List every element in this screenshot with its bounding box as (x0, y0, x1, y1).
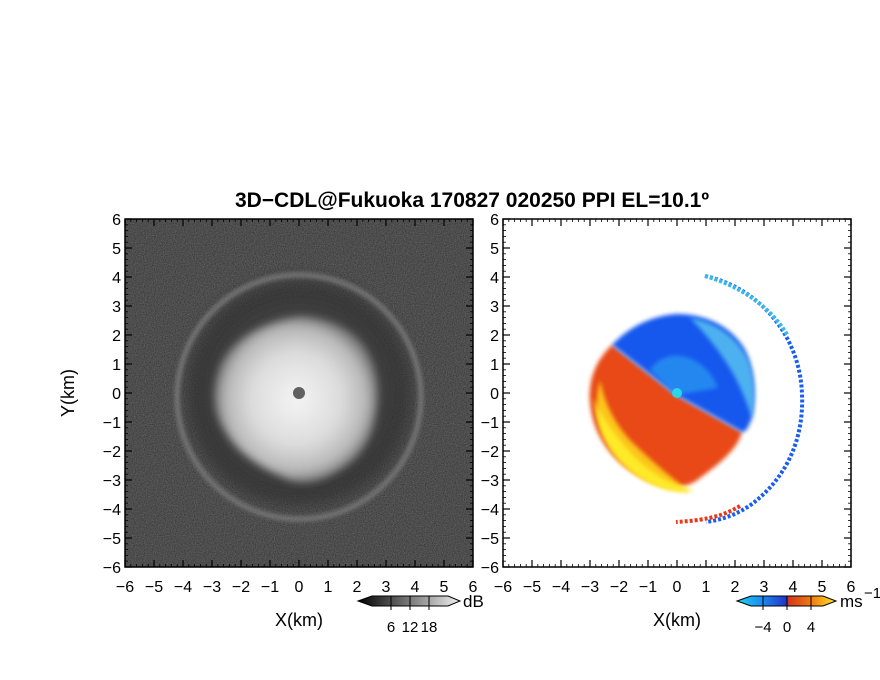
right-y-tick-label: 5 (490, 241, 499, 258)
right-x-tick-label: −5 (523, 579, 541, 596)
right-y-tick-label: 2 (490, 328, 499, 345)
left-colorbar-tick-label: 12 (402, 619, 419, 636)
right-y-tick-label: −6 (481, 560, 499, 577)
right-colorbar-tick-label: 4 (807, 619, 815, 636)
left-y-tick-label: −1 (103, 415, 121, 432)
left-y-tick-label: 3 (112, 299, 121, 316)
left-ylabel: Y(km) (58, 369, 78, 417)
left-y-tick-label: 1 (112, 357, 121, 374)
left-x-tick-label: 4 (411, 579, 420, 596)
right-colorbar-tick-label: −4 (754, 619, 771, 636)
left-colorbar: 6 12 18 dB (356, 592, 484, 636)
right-y-tick-label: −1 (481, 415, 499, 432)
right-y-tick-label: 6 (490, 212, 499, 229)
right-y-tick-label: 1 (490, 357, 499, 374)
right-x-tick-label: −2 (610, 579, 628, 596)
right-y-tick-label: 4 (490, 270, 499, 287)
left-x-tick-label: −5 (145, 579, 163, 596)
left-x-tick-label: −3 (203, 579, 221, 596)
left-y-tick-label: 0 (112, 386, 121, 403)
left-colorbar-tick-label: 6 (387, 619, 395, 636)
chart-title: 3D−CDL@Fukuoka 170827 020250 PPI EL=10.1… (235, 189, 709, 212)
left-radar-center (293, 387, 305, 399)
left-x-tick-label: −6 (116, 579, 134, 596)
right-colorbar-ticks: −4 0 4 (754, 596, 815, 636)
left-x-tick-label: 5 (440, 579, 449, 596)
left-y-tick-label: 5 (112, 241, 121, 258)
right-x-tick-label: 5 (818, 579, 827, 596)
velocity-approaching-edge (690, 318, 755, 418)
left-xlabel: X(km) (275, 610, 323, 630)
right-x-tick-label: 1 (702, 579, 711, 596)
left-y-tick-label: 4 (112, 270, 121, 287)
left-y-tick-label: −4 (103, 502, 121, 519)
right-colorbar-tick-label: 0 (783, 619, 791, 636)
right-y-tick-label: 3 (490, 299, 499, 316)
right-panel: −6 −5 −4 −3 −2 −1 0 1 2 3 4 5 6 6 5 4 3 2 1 0 −1 −2 −3 −4 −5 −6 X… (481, 212, 856, 630)
left-x-tick-label: −1 (261, 579, 279, 596)
left-y-tick-label: −5 (103, 531, 121, 548)
right-y-tick-label: −5 (481, 531, 499, 548)
left-colorbar-bar (356, 595, 462, 607)
right-y-tick-label: −3 (481, 473, 499, 490)
velocity-ring-echo-lower (675, 504, 741, 524)
right-x-tick-label: 6 (847, 579, 856, 596)
left-y-tick-label: −2 (103, 444, 121, 461)
right-x-tick-label: 3 (760, 579, 769, 596)
left-x-tick-label: 1 (324, 579, 333, 596)
velocity-radar-center (672, 388, 682, 398)
right-x-tick-label: −1 (639, 579, 657, 596)
left-x-tick-label: 0 (295, 579, 304, 596)
left-x-tick-label: −4 (174, 579, 192, 596)
right-colorbar-unit: ms (840, 592, 863, 611)
left-y-tick-label: 2 (112, 328, 121, 345)
right-x-tick-label: 2 (731, 579, 740, 596)
velocity-ring-echo-upper (704, 274, 790, 338)
left-colorbar-ticks: 6 12 18 (387, 596, 438, 636)
left-x-tick-label: 3 (382, 579, 391, 596)
velocity-receding-far (594, 398, 695, 492)
left-bright-echo (214, 316, 378, 483)
right-x-tick-label: −4 (552, 579, 570, 596)
right-y-tick-label: −4 (481, 502, 499, 519)
velocity-approaching-near (650, 355, 718, 395)
left-y-tick-label: −3 (103, 473, 121, 490)
left-plot-area (125, 219, 473, 567)
right-colorbar: −4 0 4 ms −1 (735, 585, 880, 636)
right-xlabel: X(km) (653, 610, 701, 630)
right-colorbar-unit-exponent: −1 (864, 585, 880, 602)
left-y-tick-label: 6 (112, 212, 121, 229)
left-panel: −6 −5 −4 −3 −2 −1 0 1 2 3 4 5 6 6 5 4 3 2 1 0 −1 −2 −3 −4 −5 −6 X… (58, 212, 478, 630)
left-x-tick-label: −2 (232, 579, 250, 596)
right-x-tick-label: −6 (494, 579, 512, 596)
left-ring-echo (174, 272, 424, 522)
right-y-tick-label: 0 (490, 386, 499, 403)
left-axis-ticks: −6 −5 −4 −3 −2 −1 0 1 2 3 4 5 6 6 5 4 3 2 1 0 −1 −2 −3 −4 −5 −6 (103, 212, 478, 596)
left-colorbar-unit: dB (463, 592, 484, 611)
right-x-tick-label: 4 (789, 579, 798, 596)
left-colorbar-tick-label: 18 (421, 619, 438, 636)
right-x-tick-label: −3 (581, 579, 599, 596)
left-x-tick-label: 6 (469, 579, 478, 596)
right-axis-ticks: −6 −5 −4 −3 −2 −1 0 1 2 3 4 5 6 6 5 4 3 2 1 0 −1 −2 −3 −4 −5 −6 (481, 212, 856, 596)
left-y-tick-label: −6 (103, 560, 121, 577)
right-y-tick-label: −2 (481, 444, 499, 461)
right-plot-area (589, 274, 805, 524)
right-x-tick-label: 0 (673, 579, 682, 596)
left-x-tick-label: 2 (353, 579, 362, 596)
